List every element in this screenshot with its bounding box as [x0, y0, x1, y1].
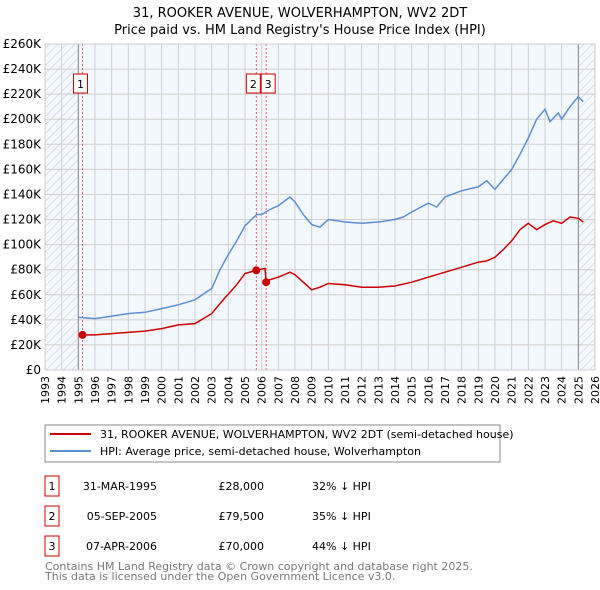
x-tick-label: 2023 [539, 376, 552, 404]
x-tick-label: 2026 [589, 376, 600, 404]
x-tick-label: 1998 [122, 376, 135, 404]
sale-marker-label: 2 [250, 78, 257, 91]
x-tick-label: 1997 [106, 376, 119, 404]
x-tick-label: 2001 [172, 376, 185, 404]
x-tick-label: 2024 [556, 376, 569, 404]
x-tick-label: 2014 [389, 376, 402, 404]
y-tick-label: £120K [3, 213, 43, 227]
x-tick-label: 2025 [572, 376, 585, 404]
transaction-date: 31-MAR-1995 [83, 480, 157, 493]
transaction-number: 1 [49, 480, 56, 493]
transaction-price: £28,000 [219, 480, 265, 493]
transaction-date: 07-APR-2006 [86, 540, 157, 553]
sale-marker-box [260, 73, 276, 94]
x-tick-label: 1995 [72, 376, 85, 404]
plot-area [45, 44, 595, 370]
sale-marker-label: 1 [77, 78, 84, 91]
x-tick-label: 2018 [456, 376, 469, 404]
x-tick-label: 2020 [489, 376, 502, 404]
x-tick-label: 2017 [439, 376, 452, 404]
y-tick-label: £240K [3, 62, 43, 76]
y-tick-label: £80K [10, 263, 42, 277]
x-tick-label: 2000 [156, 376, 169, 404]
y-tick-label: £180K [3, 137, 43, 151]
y-tick-label: £100K [3, 238, 43, 252]
x-tick-label: 2016 [422, 376, 435, 404]
x-tick-label: 1994 [56, 376, 69, 404]
hpi-line [78, 95, 584, 320]
transaction-price: £79,500 [219, 510, 265, 523]
transaction-hpi-diff: 44% ↓ HPI [312, 540, 371, 553]
x-tick-label: 2022 [522, 376, 535, 404]
sale-marker-label: 3 [265, 78, 272, 91]
transaction-number-box [44, 475, 60, 497]
x-tick-label: 2006 [256, 376, 269, 404]
transaction-number-box [44, 505, 60, 527]
property-price-line [82, 216, 584, 336]
x-tick-label: 2004 [222, 376, 235, 404]
transactions-table: 1 31-MAR-1995 £28,000 32% ↓ HPI 2 05-SEP-2005… [44, 475, 371, 557]
y-tick-label: £20K [10, 338, 42, 352]
sale-point [78, 330, 87, 339]
y-tick-label: £40K [10, 313, 42, 327]
transaction-hpi-diff: 32% ↓ HPI [312, 480, 371, 493]
x-tick-label: 2003 [206, 376, 219, 404]
legend-label-hpi: HPI: Average price, semi-detached house,… [100, 445, 421, 458]
transaction-row: 3 07-APR-2006 £70,000 44% ↓ HPI [44, 535, 371, 557]
x-tick-label: 2021 [506, 376, 519, 404]
x-tick-label: 2008 [289, 376, 302, 404]
chart-title: 31, ROOKER AVENUE, WOLVERHAMPTON, WV2 2D… [133, 6, 467, 21]
footer-line-2: This data is licensed under the Open Gov… [44, 570, 395, 583]
x-tick-label: 2019 [472, 376, 485, 404]
sale-marker-box [245, 73, 261, 94]
x-tick-label: 1996 [89, 376, 102, 404]
x-tick-label: 2005 [239, 376, 252, 404]
transaction-price: £70,000 [219, 540, 265, 553]
legend-label-property: 31, ROOKER AVENUE, WOLVERHAMPTON, WV2 2D… [100, 428, 514, 441]
transaction-row: 1 31-MAR-1995 £28,000 32% ↓ HPI [44, 475, 371, 497]
y-tick-label: £160K [3, 162, 43, 176]
transaction-number: 3 [49, 540, 56, 553]
sale-point [252, 266, 261, 275]
y-tick-label: £140K [3, 187, 43, 201]
y-tick-label: £260K [3, 37, 43, 51]
x-tick-label: 2012 [356, 376, 369, 404]
transaction-number-box [44, 535, 60, 557]
transaction-row: 2 05-SEP-2005 £79,500 35% ↓ HPI [44, 505, 371, 527]
x-tick-label: 2002 [189, 376, 202, 404]
transaction-hpi-diff: 35% ↓ HPI [312, 510, 371, 523]
x-tick-label: 2013 [372, 376, 385, 404]
y-tick-label: £220K [3, 87, 43, 101]
x-tick-label: 2007 [272, 376, 285, 404]
x-tick-label: 1993 [39, 376, 52, 404]
x-tick-label: 1999 [139, 376, 152, 404]
x-tick-label: 2015 [406, 376, 419, 404]
chart-subtitle: Price paid vs. HM Land Registry's House … [114, 23, 486, 38]
y-tick-label: £200K [3, 112, 43, 126]
x-tick-label: 2009 [306, 376, 319, 404]
hatched-region [578, 44, 595, 370]
sale-marker-box [73, 73, 88, 94]
x-tick-label: 2011 [339, 376, 352, 404]
footer-line-1: Contains HM Land Registry data © Crown c… [45, 560, 473, 573]
transaction-number: 2 [49, 510, 56, 523]
y-tick-label: £0 [26, 363, 41, 377]
x-tick-label: 2010 [322, 376, 335, 404]
legend: 31, ROOKER AVENUE, WOLVERHAMPTON, WV2 2D… [44, 424, 514, 463]
sale-point [262, 278, 271, 287]
plot-border [44, 43, 596, 371]
y-tick-label: £60K [10, 288, 42, 302]
transaction-date: 05-SEP-2005 [87, 510, 157, 523]
